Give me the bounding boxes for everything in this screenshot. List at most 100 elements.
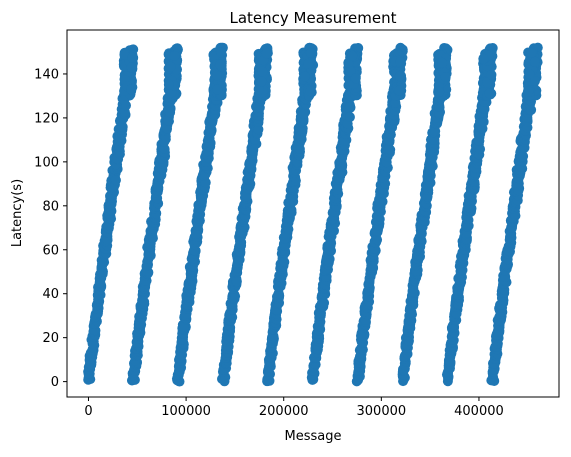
- data-point: [119, 49, 130, 60]
- data-point: [440, 72, 451, 83]
- data-point: [102, 235, 113, 246]
- data-point: [215, 47, 226, 58]
- data-point: [478, 53, 489, 64]
- y-tick-label: 40: [42, 287, 59, 302]
- data-point: [120, 100, 131, 111]
- data-point: [165, 61, 176, 72]
- data-point: [169, 50, 180, 61]
- data-point: [305, 86, 316, 97]
- point-cluster-2: [127, 43, 183, 386]
- data-point: [394, 85, 405, 96]
- data-point: [256, 76, 267, 87]
- data-point: [395, 57, 406, 68]
- data-point: [165, 107, 176, 118]
- data-point: [430, 126, 441, 137]
- data-point: [484, 88, 495, 99]
- y-axis-label: Latency(s): [10, 179, 25, 247]
- point-cluster-3: [171, 42, 228, 387]
- data-point: [305, 47, 316, 58]
- chart-title: Latency Measurement: [229, 9, 396, 27]
- point-cluster-1: [83, 44, 139, 385]
- data-point: [482, 77, 493, 88]
- data-point: [159, 143, 170, 154]
- point-cluster-6: [306, 43, 364, 385]
- data-point: [162, 115, 173, 126]
- data-point: [518, 151, 529, 162]
- data-point: [344, 112, 355, 123]
- data-point: [139, 296, 150, 307]
- data-point: [94, 277, 105, 288]
- data-point: [294, 143, 305, 154]
- x-tick-label: 400000: [454, 404, 504, 419]
- plot-frame: [66, 29, 560, 398]
- data-point: [332, 184, 343, 195]
- data-point: [279, 240, 290, 251]
- data-point: [437, 57, 448, 68]
- data-point: [152, 181, 163, 192]
- data-point: [117, 121, 128, 132]
- data-point: [347, 50, 358, 61]
- data-point: [253, 84, 264, 95]
- data-point: [350, 73, 361, 84]
- x-tick-label: 300000: [357, 404, 407, 419]
- data-point: [394, 71, 405, 82]
- x-tick-label: 200000: [259, 404, 309, 419]
- x-tick-label: 0: [84, 404, 92, 419]
- data-point: [345, 101, 356, 112]
- data-point: [235, 238, 246, 249]
- data-point: [486, 69, 497, 80]
- data-point: [319, 297, 330, 308]
- data-point: [372, 234, 383, 245]
- y-tick-label: 0: [51, 375, 59, 390]
- data-point: [261, 48, 272, 59]
- data-point: [523, 86, 534, 97]
- data-point: [303, 58, 314, 69]
- data-point: [375, 197, 386, 208]
- data-point: [390, 97, 401, 108]
- data-point: [286, 207, 297, 218]
- data-point: [529, 56, 540, 67]
- data-point: [299, 71, 310, 82]
- data-point: [429, 135, 440, 146]
- data-point: [231, 276, 242, 287]
- data-point: [126, 62, 137, 73]
- data-point: [211, 70, 222, 81]
- point-cluster-4: [217, 43, 273, 387]
- data-point: [230, 291, 241, 302]
- data-point: [524, 69, 535, 80]
- data-point: [279, 257, 290, 267]
- data-point: [298, 108, 309, 119]
- y-tick-label: 20: [42, 331, 59, 346]
- point-cluster-10: [486, 42, 543, 386]
- point-cluster-5: [262, 42, 319, 387]
- y-tick-label: 100: [34, 155, 59, 170]
- data-point: [529, 76, 540, 87]
- data-point: [215, 59, 226, 70]
- y-tick-label: 80: [42, 199, 59, 214]
- data-point: [212, 84, 223, 95]
- data-point: [110, 175, 121, 186]
- data-point: [434, 86, 445, 97]
- data-point: [147, 233, 158, 244]
- data-point: [163, 79, 174, 90]
- data-point: [97, 260, 108, 271]
- data-point: [127, 52, 138, 63]
- y-tick-label: 60: [42, 243, 59, 258]
- data-point: [191, 228, 202, 239]
- data-point: [325, 240, 336, 251]
- x-tick-label: 100000: [161, 404, 211, 419]
- y-tick-label: 120: [34, 111, 59, 126]
- x-axis-label: Message: [285, 429, 342, 444]
- data-point: [257, 66, 268, 77]
- point-cluster-7: [351, 42, 408, 387]
- data-point: [253, 124, 264, 135]
- data-point: [126, 84, 137, 95]
- data-point: [526, 47, 537, 58]
- data-point: [385, 144, 396, 155]
- point-cluster-8: [397, 42, 453, 387]
- data-point: [478, 116, 489, 127]
- y-tick-label: 140: [34, 67, 59, 82]
- scatter-marks: [83, 42, 543, 387]
- point-cluster-9: [441, 42, 498, 387]
